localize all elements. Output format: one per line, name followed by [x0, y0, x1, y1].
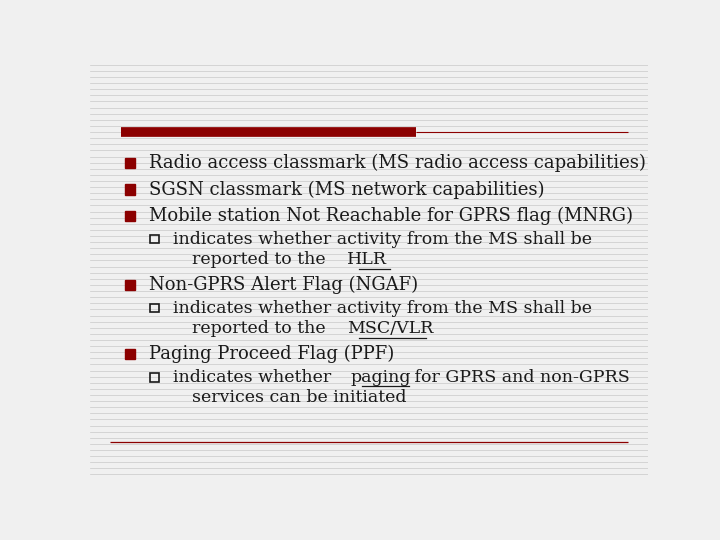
Text: reported to the: reported to the [192, 320, 331, 337]
Text: indicates whether: indicates whether [173, 369, 336, 386]
Text: HLR: HLR [347, 251, 387, 268]
Text: paging: paging [351, 369, 411, 386]
Text: indicates whether activity from the MS shall be: indicates whether activity from the MS s… [173, 231, 592, 247]
Bar [150, 303, 158, 313]
Text: for GPRS and non-GPRS: for GPRS and non-GPRS [409, 369, 629, 386]
Text: SGSN classmark (MS network capabilities): SGSN classmark (MS network capabilities) [148, 180, 544, 199]
Bar [125, 158, 135, 168]
Text: MSC/VLR: MSC/VLR [347, 320, 433, 337]
Text: indicates whether activity from the MS shall be: indicates whether activity from the MS s… [173, 300, 592, 316]
Text: Mobile station Not Reachable for GPRS flag (MNRG): Mobile station Not Reachable for GPRS fl… [148, 207, 633, 225]
Bar [125, 211, 135, 221]
Bar [150, 234, 158, 244]
Text: Radio access classmark (MS radio access capabilities): Radio access classmark (MS radio access … [148, 154, 645, 172]
Text: services can be initiated: services can be initiated [192, 389, 407, 406]
Bar [125, 184, 135, 195]
Text: Paging Proceed Flag (PPF): Paging Proceed Flag (PPF) [148, 345, 394, 363]
Text: reported to the: reported to the [192, 251, 331, 268]
Bar [125, 349, 135, 360]
Bar [125, 280, 135, 291]
Bar [150, 373, 158, 381]
Text: Non-GPRS Alert Flag (NGAF): Non-GPRS Alert Flag (NGAF) [148, 276, 418, 294]
